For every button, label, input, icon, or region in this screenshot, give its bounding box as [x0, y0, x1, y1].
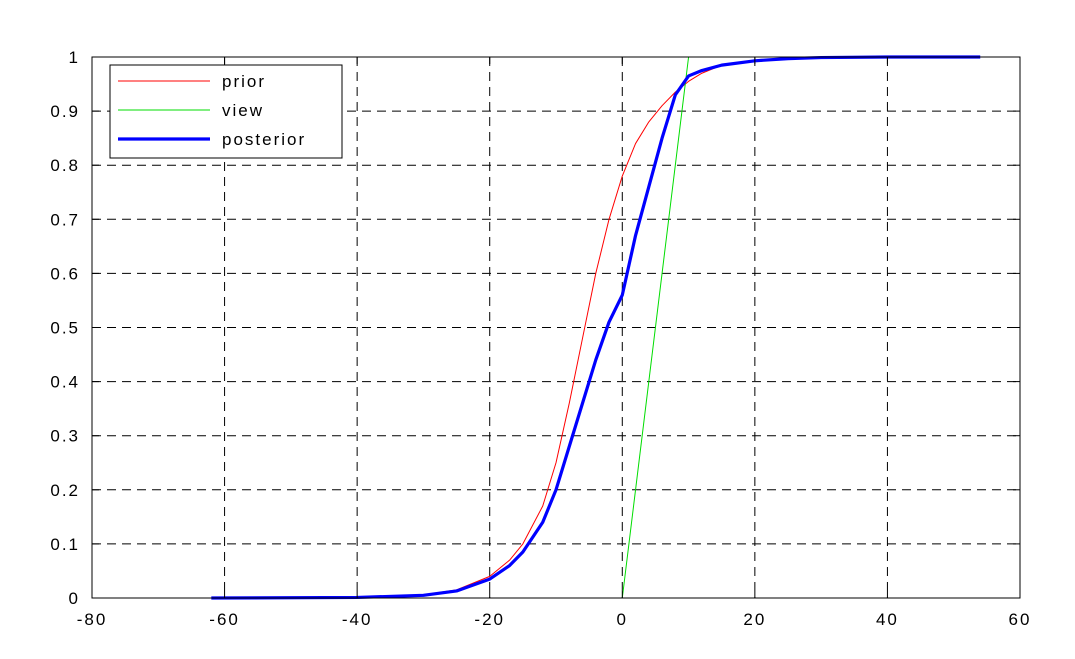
y-tick-label: 0.7	[50, 210, 80, 229]
x-tick-label: -40	[342, 610, 373, 629]
x-tick-label: -20	[474, 610, 505, 629]
y-tick-label: 0.3	[50, 427, 80, 446]
y-tick-label: 1	[69, 48, 80, 67]
legend-label-view: view	[222, 101, 264, 120]
y-tick-label: 0.1	[50, 535, 80, 554]
grid-lines	[92, 57, 1020, 598]
legend: prior view posterior	[109, 64, 343, 159]
y-tick-label: 0.2	[50, 481, 80, 500]
y-tick-label: 0	[69, 589, 80, 608]
legend-label-posterior: posterior	[222, 130, 306, 149]
series-line-posterior	[211, 55, 981, 600]
x-tick-labels: -80 -60 -40 -20 0 20 40 60	[77, 610, 1032, 629]
legend-label-prior: prior	[222, 72, 266, 91]
x-tick-label: 0	[617, 610, 628, 629]
x-tick-label: -60	[209, 610, 240, 629]
axis-ticks	[91, 56, 1021, 599]
y-tick-label: 0.4	[50, 373, 80, 392]
y-tick-label: 0.8	[50, 156, 80, 175]
y-tick-label: 0.6	[50, 264, 80, 283]
x-tick-label: 20	[743, 610, 766, 629]
x-tick-label: 40	[876, 610, 899, 629]
x-tick-label: 60	[1009, 610, 1032, 629]
y-tick-label: 0.9	[50, 102, 80, 121]
y-tick-labels: 0 0.1 0.2 0.3 0.4 0.5 0.6 0.7 0.8 0.9 1	[50, 48, 80, 608]
x-tick-label: -80	[77, 610, 108, 629]
y-tick-label: 0.5	[50, 319, 80, 338]
